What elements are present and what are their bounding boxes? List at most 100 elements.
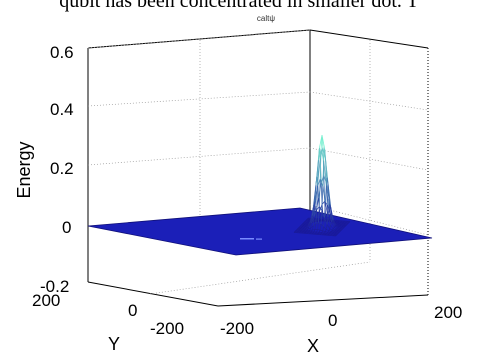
x-tick-neg200: -200 (220, 319, 254, 338)
plane-artifact-1 (240, 238, 254, 240)
peak-mesh-line-542 (336, 233, 338, 236)
peak-mesh-line-318 (321, 186, 324, 211)
z-tick-0.4: 0.4 (50, 100, 74, 119)
peak-mesh-line-379 (329, 204, 333, 221)
peak-mesh-line-420 (328, 230, 332, 232)
peak-mesh-line-314 (323, 148, 325, 161)
peak-mesh-line-385 (326, 224, 331, 229)
grid-back-z-0.4 (87, 91, 311, 107)
peak-mesh-line-532 (345, 224, 347, 227)
x-tick-labels: -200 0 200 (220, 303, 462, 338)
z-tick-0.6: 0.6 (50, 43, 74, 62)
peak-mesh-line-382 (327, 208, 330, 218)
peak-mesh-line-250 (317, 160, 319, 187)
peak-mesh-line-207 (319, 211, 321, 219)
peak-mesh-line-349 (325, 185, 327, 203)
grid-right-z-0 (309, 204, 429, 236)
peak-mesh-line-280 (321, 135, 325, 149)
peak-mesh-line-543 (335, 234, 337, 237)
peak-mesh-line-529 (347, 222, 350, 224)
peak-mesh-line-287 (318, 206, 320, 223)
peak-mesh-line-252 (316, 186, 318, 210)
z-tick-0.2: 0.2 (50, 159, 74, 178)
peak-mesh-line-537 (340, 229, 343, 231)
peak-mesh-line-531 (346, 223, 348, 226)
peak-mesh-line-530 (347, 223, 349, 225)
peak-mesh-line-322 (319, 224, 322, 231)
peak-mesh-line-449 (333, 228, 336, 231)
y-tick-0: 0 (128, 301, 137, 320)
peak-mesh-line-288 (318, 222, 322, 225)
peak-mesh-line-321 (320, 223, 324, 228)
peak-mesh-line-316 (322, 160, 325, 187)
y-axis-label: Y (108, 334, 120, 354)
peak-mesh-line-317 (322, 186, 326, 203)
peak-mesh-line-174 (316, 217, 319, 221)
z-tick-neg0.2: -0.2 (40, 277, 69, 296)
peak-mesh-line-346 (326, 177, 331, 205)
peak-mesh-line-284 (319, 179, 324, 187)
peak-mesh-line-254 (315, 209, 318, 224)
peak-mesh-line-540 (338, 232, 340, 234)
peak-mesh-line-447 (333, 226, 337, 230)
peak-mesh-line-414 (331, 221, 335, 228)
x-axis-line (217, 294, 429, 307)
peak-mesh-line-541 (337, 232, 339, 235)
peak-mesh-line-418 (329, 228, 333, 231)
peak-mesh-line-208 (319, 204, 323, 212)
peak-mesh-line-355 (322, 226, 324, 231)
peak-mesh-line-255 (315, 222, 319, 225)
energy-plane (87, 207, 433, 256)
plane-speckle (240, 238, 262, 240)
peak-mesh-line-539 (338, 231, 341, 233)
peak-mesh-line-445 (334, 225, 338, 229)
chart-title: caltψ (257, 14, 275, 23)
peak-mesh-line-350 (325, 202, 329, 218)
peak-mesh-line-415 (330, 221, 332, 226)
peak-mesh-line-238 (322, 216, 325, 221)
peak-mesh-line-219 (313, 201, 316, 217)
peak-mesh-line-383 (327, 216, 331, 226)
peak-mesh-line-323 (319, 229, 323, 232)
y-tick-labels: 200 0 -200 (32, 291, 184, 338)
x-tick-0: 0 (328, 311, 337, 330)
peak-mesh-line-384 (326, 216, 329, 225)
grid-right-z-0.4 (309, 91, 429, 111)
peak-mesh-line-534 (343, 226, 345, 229)
y-tick-neg200: -200 (150, 319, 184, 338)
peak-mesh-line-221 (312, 216, 315, 226)
peak-mesh-line-320 (320, 210, 323, 225)
peak-mesh-line-188 (310, 223, 312, 229)
peak-mesh-line-536 (341, 228, 344, 230)
peak-mesh-line-289 (317, 222, 319, 230)
peak-mesh-line-410 (332, 220, 337, 226)
peak-mesh-line-387 (325, 228, 330, 232)
peak-mesh-line-380 (328, 204, 331, 209)
grid-lines (87, 29, 429, 295)
x-axis-label: X (307, 336, 319, 356)
peak-mesh-line-315 (323, 160, 327, 186)
peak-mesh-line-377 (330, 206, 334, 221)
peak-mesh-line-533 (344, 225, 346, 228)
peak-mesh-line-386 (325, 224, 328, 230)
grid-floor-1 (149, 261, 371, 295)
peak-mesh-line-283 (319, 149, 322, 180)
z-tick-labels: 0.6 0.4 0.2 0 -0.2 (40, 43, 74, 296)
peak-mesh-line-388 (324, 229, 327, 232)
peak-mesh-line-413 (331, 219, 333, 223)
peak-mesh-line-352 (324, 217, 328, 225)
peak-mesh-line-313 (324, 148, 328, 178)
peak-mesh-line-354 (323, 226, 327, 230)
peak-mesh-line-416 (330, 225, 334, 230)
peak-mesh-line-271 (325, 215, 327, 221)
plane-artifact-2 (256, 238, 262, 240)
axes-box (87, 29, 429, 307)
peak-mesh-line-535 (342, 227, 344, 230)
axis-box-top-right (309, 29, 429, 49)
peak-mesh-line-286 (318, 206, 323, 211)
peak-mesh-line-353 (323, 217, 325, 227)
peak-mesh-line-351 (324, 202, 326, 218)
peak-mesh-line-356 (322, 230, 326, 233)
grid-back-z-0.2 (87, 147, 311, 166)
